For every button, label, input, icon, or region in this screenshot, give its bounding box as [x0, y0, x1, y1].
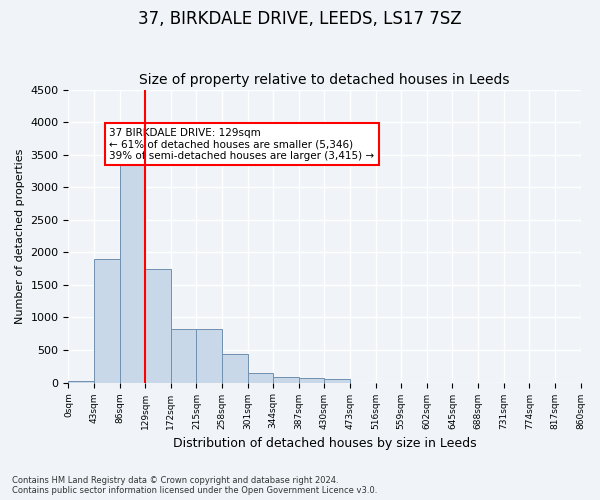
Bar	[145, 268, 171, 382]
Bar	[222, 354, 248, 382]
Bar	[196, 329, 222, 382]
Bar	[94, 259, 119, 382]
Bar	[119, 154, 145, 382]
Bar	[299, 378, 325, 382]
Text: 37 BIRKDALE DRIVE: 129sqm
← 61% of detached houses are smaller (5,346)
39% of se: 37 BIRKDALE DRIVE: 129sqm ← 61% of detac…	[109, 128, 374, 161]
X-axis label: Distribution of detached houses by size in Leeds: Distribution of detached houses by size …	[173, 437, 476, 450]
Bar	[248, 373, 273, 382]
Text: Contains HM Land Registry data © Crown copyright and database right 2024.
Contai: Contains HM Land Registry data © Crown c…	[12, 476, 377, 495]
Bar	[325, 379, 350, 382]
Y-axis label: Number of detached properties: Number of detached properties	[15, 148, 25, 324]
Title: Size of property relative to detached houses in Leeds: Size of property relative to detached ho…	[139, 73, 510, 87]
Bar	[273, 376, 299, 382]
Bar	[171, 329, 196, 382]
Text: 37, BIRKDALE DRIVE, LEEDS, LS17 7SZ: 37, BIRKDALE DRIVE, LEEDS, LS17 7SZ	[138, 10, 462, 28]
